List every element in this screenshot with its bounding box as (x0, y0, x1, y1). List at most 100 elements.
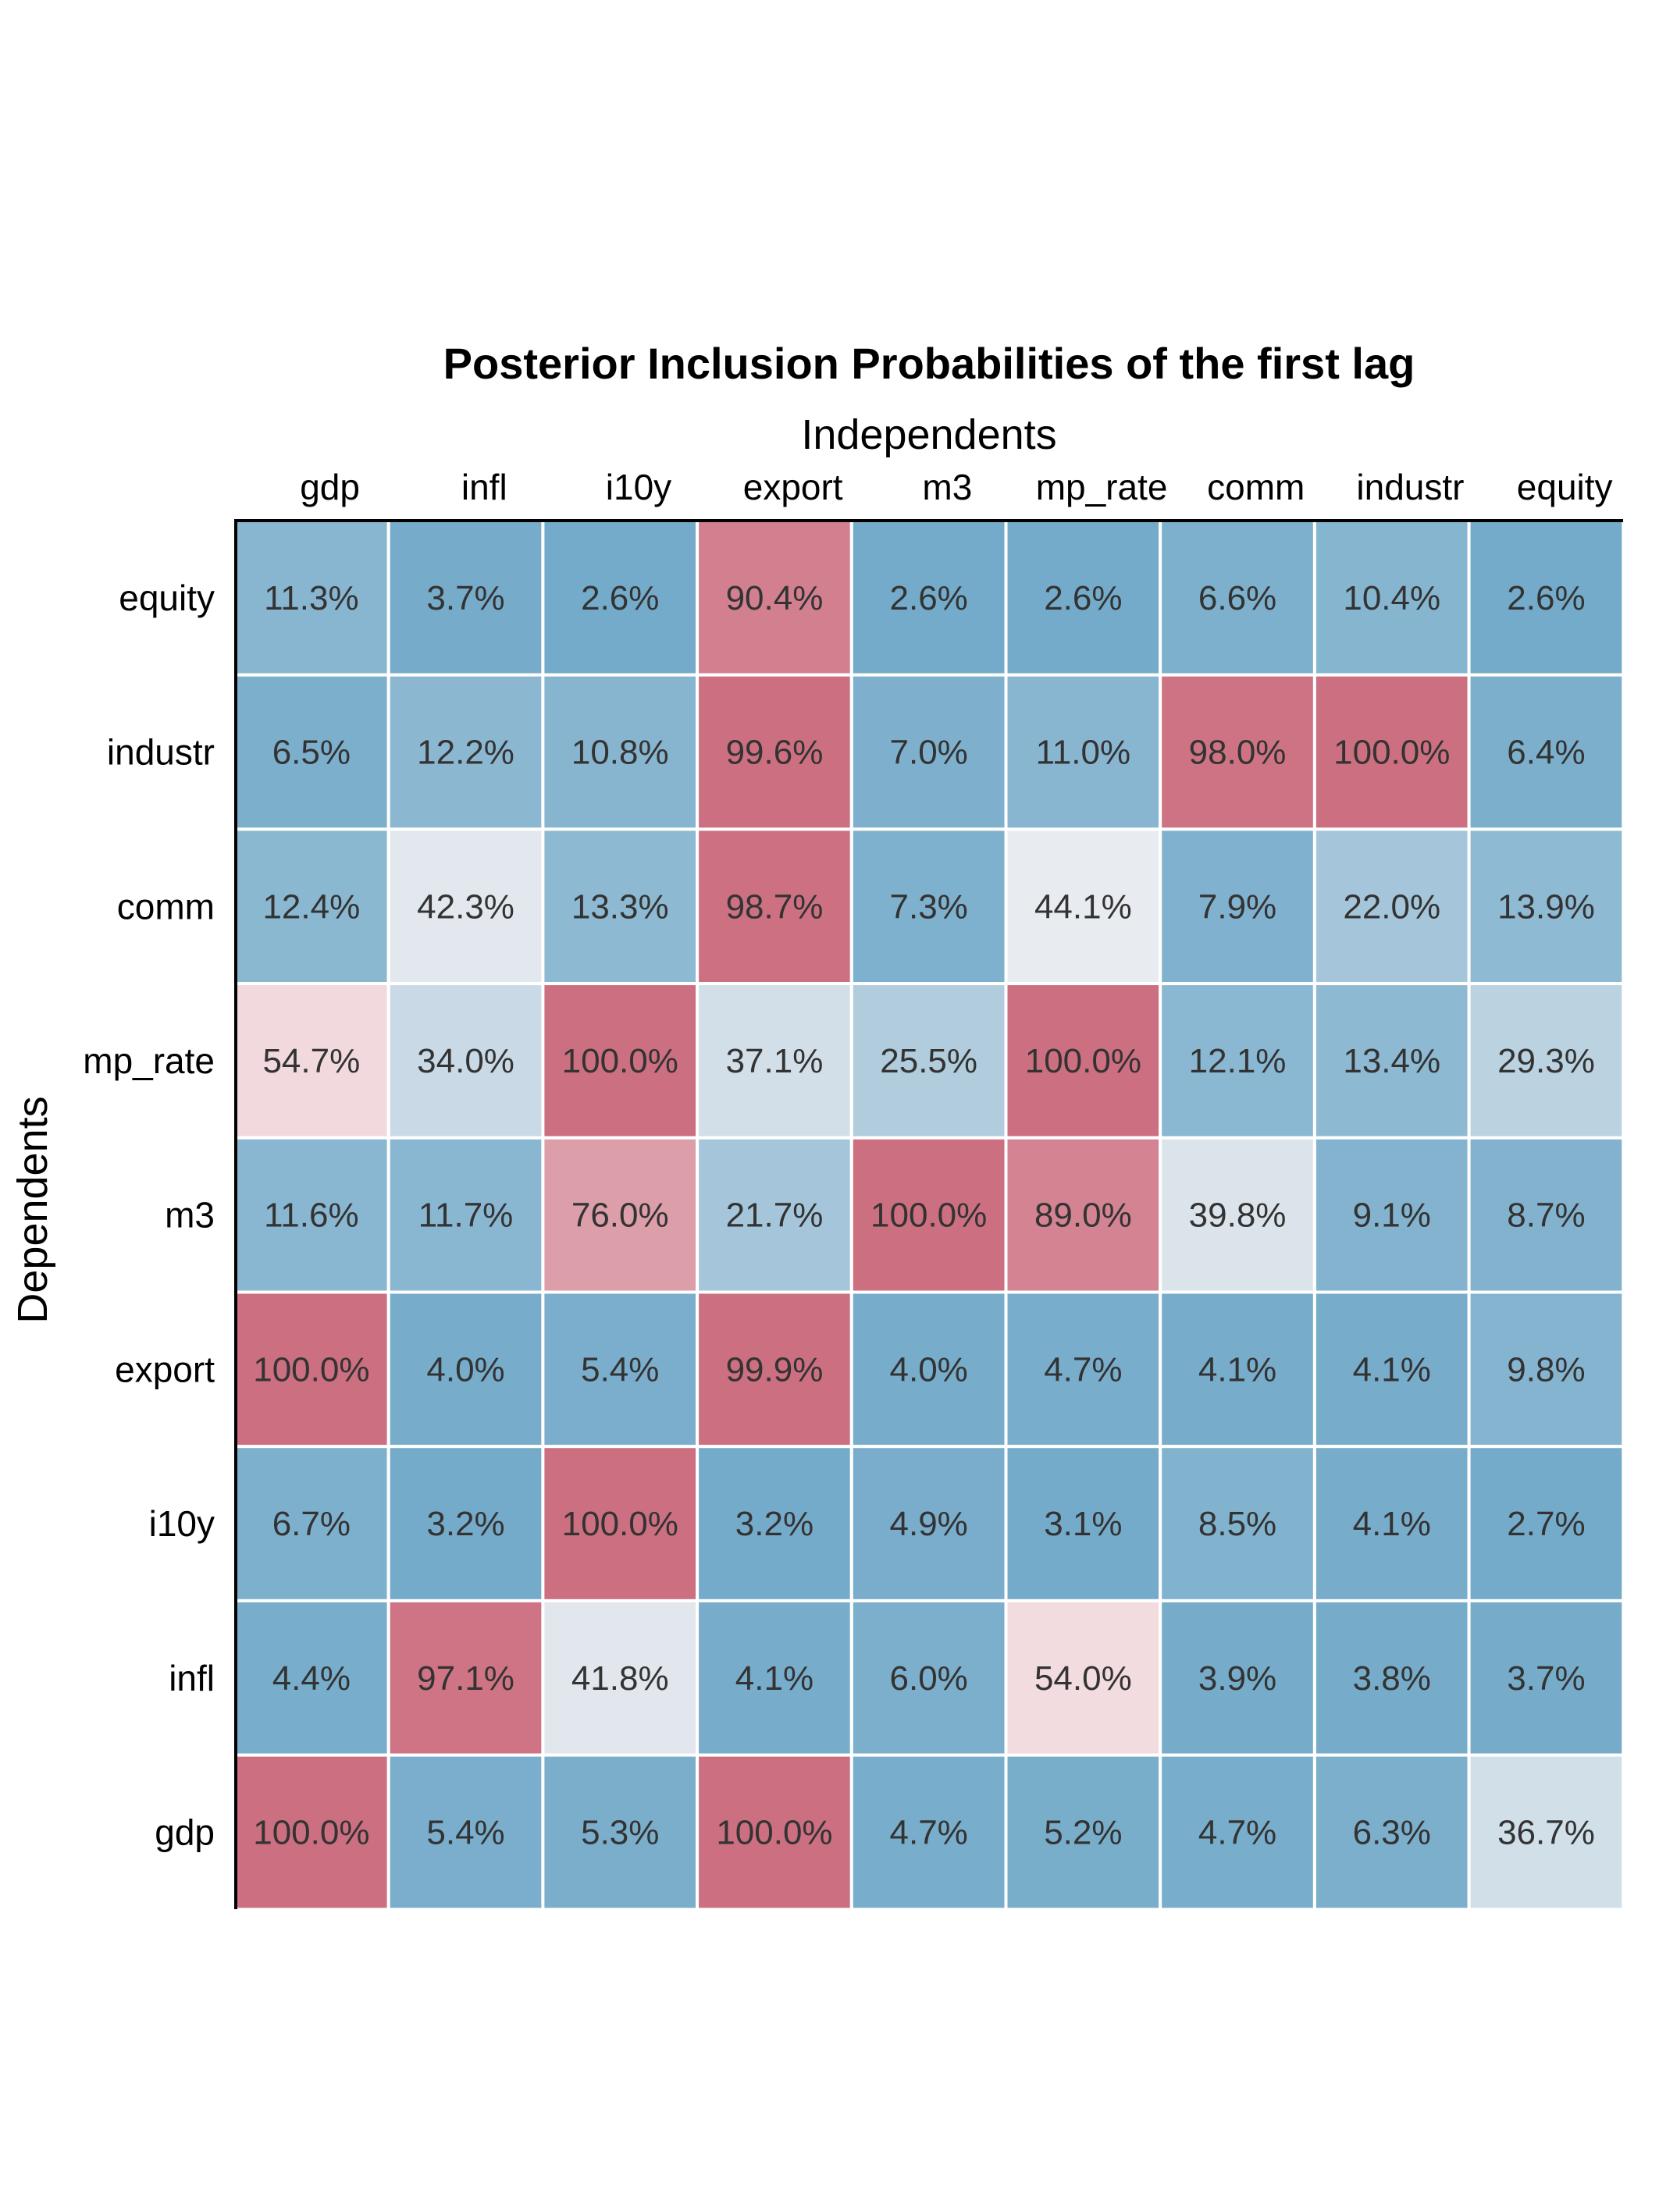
cell-value-label: 5.4% (426, 1813, 504, 1851)
cell-value-label: 2.6% (890, 579, 968, 617)
heatmap-cell-infl-m3 (849, 1599, 1008, 1757)
cell-value-label: 12.2% (417, 734, 514, 772)
heatmap-cell-infl-comm (1159, 1599, 1316, 1757)
heatmap-cell-infl-export (696, 1599, 853, 1757)
y-axis-title: Dependents (9, 1096, 56, 1323)
heatmap-cell-mp-rate-infl (386, 982, 545, 1140)
heatmap-cell-equity-industr (1312, 519, 1471, 677)
cell-value-label: 12.4% (262, 887, 360, 926)
cell-value-label: 7.9% (1198, 887, 1276, 926)
cell-value-label: 6.7% (272, 1505, 351, 1543)
heatmap-cell-equity-gdp (233, 519, 390, 677)
heatmap-cell-industr-equity (1467, 673, 1625, 831)
cell-value-label: 39.8% (1189, 1197, 1287, 1235)
cell-value-label: 2.6% (1044, 579, 1122, 617)
cell-value-label: 13.3% (571, 887, 669, 926)
cell-value-label: 3.2% (426, 1505, 504, 1543)
cell-value-label: 4.7% (1198, 1813, 1276, 1851)
cell-value-label: 4.1% (1353, 1350, 1431, 1389)
x-tick-label-gdp: gdp (300, 467, 360, 507)
heatmap-cell-i10y-comm (1159, 1445, 1316, 1602)
cell-value-label: 22.0% (1343, 887, 1440, 926)
cell-value-label: 100.0% (253, 1350, 369, 1389)
cell-value-label: 6.6% (1198, 579, 1276, 617)
heatmap-cell-gdp-export (696, 1753, 853, 1911)
cell-value-label: 2.7% (1507, 1505, 1585, 1543)
cell-value-label: 11.7% (418, 1197, 514, 1235)
cell-value-label: 5.2% (1044, 1813, 1122, 1851)
heatmap-cell-comm-m3 (849, 827, 1008, 986)
x-axis-title: Independents (801, 411, 1056, 458)
cell-value-label: 41.8% (571, 1659, 669, 1698)
heatmap-cell-industr-gdp (233, 673, 390, 831)
y-tick-label-export: export (115, 1349, 215, 1389)
x-tick-label-equity: equity (1517, 467, 1613, 507)
x-tick-label-mp-rate: mp_rate (1036, 467, 1168, 507)
cell-value-label: 21.7% (726, 1197, 824, 1235)
heatmap-cell-export-infl (386, 1290, 545, 1449)
cell-value-label: 54.0% (1034, 1659, 1132, 1698)
cell-value-label: 6.3% (1353, 1813, 1431, 1851)
cell-value-label: 3.8% (1353, 1659, 1431, 1698)
cell-value-label: 4.1% (735, 1659, 813, 1698)
x-tick-label-export: export (743, 467, 843, 507)
cell-value-label: 37.1% (726, 1042, 824, 1080)
cell-value-label: 100.0% (562, 1505, 678, 1543)
cell-value-label: 4.4% (272, 1659, 351, 1698)
heatmap-cell-mp-rate-export (696, 982, 853, 1140)
y-tick-label-i10y: i10y (149, 1503, 215, 1544)
cell-value-label: 29.3% (1497, 1042, 1595, 1080)
cell-value-label: 100.0% (1025, 1042, 1141, 1080)
heatmap-cell-export-gdp (233, 1290, 390, 1449)
heatmap-cell-gdp-mp-rate (1004, 1753, 1162, 1911)
cell-value-label: 6.4% (1507, 734, 1585, 772)
heatmap-cell-m3-mp-rate (1004, 1136, 1162, 1294)
cell-value-label: 90.4% (726, 579, 824, 617)
cell-value-label: 11.6% (264, 1197, 359, 1235)
heatmap-cell-infl-i10y (541, 1599, 700, 1757)
heatmap-cell-industr-i10y (541, 673, 700, 831)
cell-value-label: 89.0% (1034, 1197, 1132, 1235)
x-tick-label-comm: comm (1207, 467, 1305, 507)
cell-value-label: 10.8% (571, 734, 669, 772)
heatmap-cell-infl-mp-rate (1004, 1599, 1162, 1757)
cell-value-label: 4.9% (890, 1505, 968, 1543)
cell-value-label: 4.0% (426, 1350, 504, 1389)
cell-value-label: 10.4% (1343, 579, 1440, 617)
cell-value-label: 100.0% (562, 1042, 678, 1080)
heatmap-cell-m3-i10y (541, 1136, 700, 1294)
cell-value-label: 98.0% (1189, 734, 1287, 772)
heatmap-cell-labels: 11.3% 3.7% 2.6% 90.4% 2.6% 2.6% 6.6% 10.4% 2.6% 6… (253, 579, 1595, 1852)
y-tick-label-gdp: gdp (155, 1812, 215, 1852)
cell-value-label: 98.7% (726, 887, 824, 926)
cell-value-label: 3.7% (426, 579, 504, 617)
heatmap-cell-industr-comm (1159, 673, 1316, 831)
cell-value-label: 9.8% (1507, 1350, 1585, 1389)
cell-value-label: 3.7% (1507, 1659, 1585, 1698)
heatmap-cell-export-mp-rate (1004, 1290, 1162, 1449)
cell-value-label: 2.6% (581, 579, 659, 617)
x-tick-label-i10y: i10y (606, 467, 671, 507)
y-tick-label-industr: industr (107, 732, 215, 773)
heatmap-cell-m3-equity (1467, 1136, 1625, 1294)
heatmap-cell-gdp-infl (386, 1753, 545, 1911)
cell-value-label: 11.3% (264, 579, 359, 617)
cell-value-label: 5.3% (581, 1813, 659, 1851)
cell-value-label: 4.1% (1353, 1505, 1431, 1543)
axis-lines (234, 519, 1623, 1909)
y-tick-label-equity: equity (119, 578, 215, 618)
heatmap-cell-export-i10y (541, 1290, 700, 1449)
cell-value-label: 8.5% (1198, 1505, 1276, 1543)
cell-value-label: 99.6% (726, 734, 824, 772)
heatmap-cell-gdp-i10y (541, 1753, 700, 1911)
heatmap-cell-gdp-equity (1467, 1753, 1625, 1911)
cell-value-label: 13.4% (1343, 1042, 1440, 1080)
cell-value-label: 9.1% (1353, 1197, 1431, 1235)
cell-value-label: 2.6% (1507, 579, 1585, 617)
cell-value-label: 54.7% (262, 1042, 360, 1080)
cell-value-label: 100.0% (716, 1813, 832, 1851)
cell-value-label: 8.7% (1507, 1197, 1585, 1235)
cell-value-label: 76.0% (571, 1197, 669, 1235)
heatmap-cell-comm-infl (386, 827, 545, 986)
